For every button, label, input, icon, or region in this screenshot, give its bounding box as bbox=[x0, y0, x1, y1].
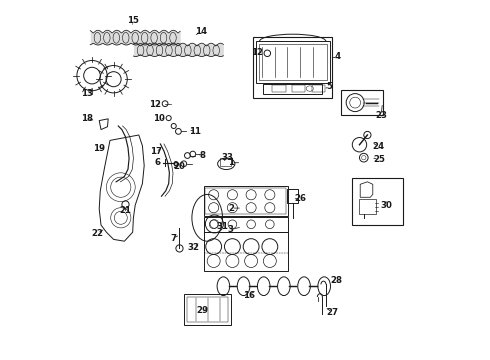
Bar bbox=[272, 85, 286, 92]
Text: 9: 9 bbox=[173, 161, 179, 170]
Bar bbox=[187, 297, 228, 322]
Text: 28: 28 bbox=[331, 276, 343, 284]
Bar bbox=[342, 90, 383, 115]
Text: 2: 2 bbox=[228, 204, 234, 212]
Text: 12: 12 bbox=[149, 100, 161, 109]
Bar bbox=[256, 41, 330, 83]
Text: 30: 30 bbox=[380, 202, 392, 210]
Text: 29: 29 bbox=[196, 306, 209, 315]
Bar bbox=[204, 232, 288, 271]
Bar bbox=[312, 85, 325, 92]
Text: 18: 18 bbox=[81, 114, 93, 123]
Text: 26: 26 bbox=[295, 194, 307, 203]
Text: 6: 6 bbox=[154, 158, 160, 167]
Text: 14: 14 bbox=[195, 27, 207, 36]
Text: 23: 23 bbox=[375, 111, 387, 120]
Bar bbox=[253, 37, 332, 98]
Bar bbox=[352, 178, 403, 225]
Text: 21: 21 bbox=[120, 206, 131, 215]
Text: 22: 22 bbox=[92, 229, 103, 238]
Bar bbox=[263, 84, 322, 94]
Text: 5: 5 bbox=[327, 82, 333, 91]
Text: 15: 15 bbox=[127, 16, 139, 25]
Text: 24: 24 bbox=[373, 143, 385, 152]
Bar bbox=[204, 186, 288, 216]
Text: 4: 4 bbox=[335, 52, 341, 61]
Text: 31: 31 bbox=[217, 222, 229, 231]
Text: 12: 12 bbox=[251, 48, 263, 57]
Text: 19: 19 bbox=[93, 144, 105, 153]
Text: 32: 32 bbox=[188, 243, 200, 252]
Text: 1: 1 bbox=[228, 158, 234, 167]
Bar bbox=[184, 294, 231, 325]
Text: 25: 25 bbox=[373, 154, 385, 163]
Text: 11: 11 bbox=[189, 127, 201, 136]
Bar bbox=[220, 158, 231, 166]
Text: 13: 13 bbox=[80, 89, 93, 98]
Text: 20: 20 bbox=[173, 162, 185, 171]
Bar bbox=[205, 188, 286, 214]
Bar bbox=[288, 189, 297, 203]
Text: 33: 33 bbox=[221, 153, 233, 162]
Text: 27: 27 bbox=[326, 308, 338, 317]
Text: 8: 8 bbox=[199, 151, 205, 160]
Bar bbox=[360, 199, 376, 214]
Text: 17: 17 bbox=[149, 148, 162, 156]
Bar bbox=[204, 217, 288, 232]
Bar bbox=[292, 85, 305, 92]
Text: 16: 16 bbox=[244, 291, 255, 300]
Bar bbox=[259, 44, 327, 80]
Text: 7: 7 bbox=[170, 234, 176, 243]
Text: 3: 3 bbox=[227, 225, 234, 234]
Text: 10: 10 bbox=[153, 114, 165, 123]
